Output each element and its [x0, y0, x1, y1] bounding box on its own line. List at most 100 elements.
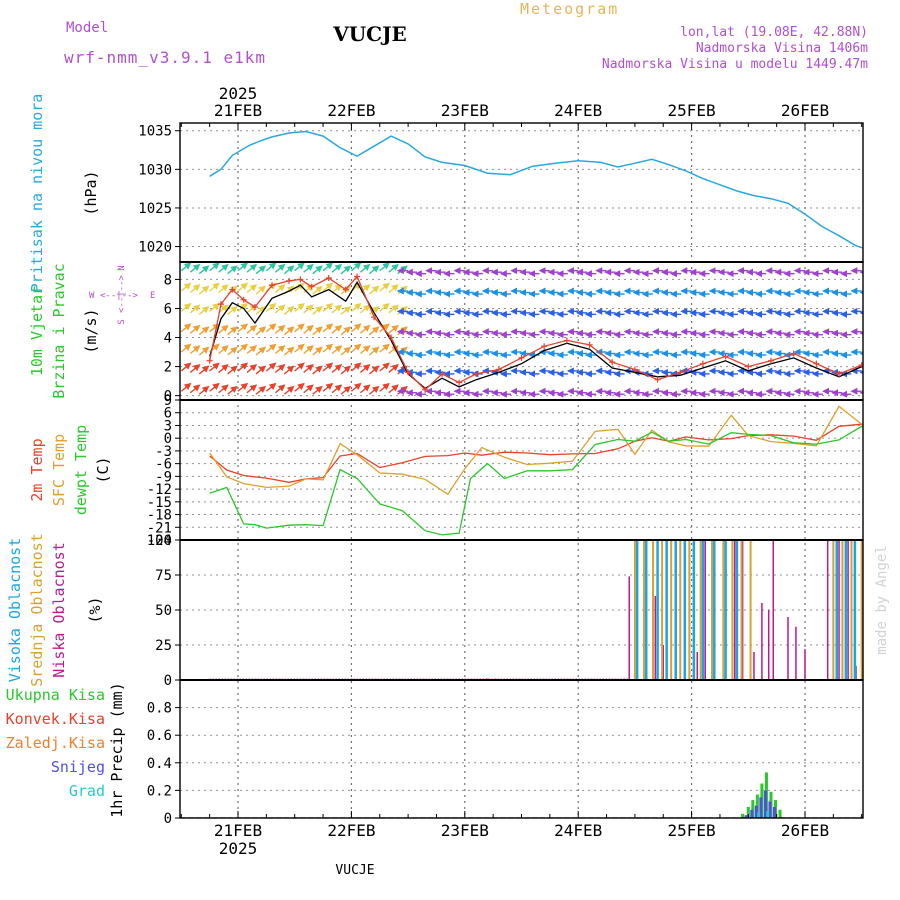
day-label-bottom: 23FEB [441, 821, 489, 840]
wind-direction-arrow [227, 385, 238, 395]
wind-direction-arrow [274, 384, 286, 394]
pressure-ytick-label: 1035 [138, 124, 172, 140]
wind-direction-arrow [189, 304, 201, 314]
cloud-high-bar [835, 540, 839, 680]
wind-direction-arrow [294, 323, 305, 333]
pressure-series-line [209, 130, 863, 249]
wind-direction-arrow [379, 262, 390, 272]
pressure-axis-title: Pritisak na nivou mora [28, 94, 46, 293]
wind-gust-marker [308, 283, 315, 290]
wind-gust-marker [354, 273, 361, 280]
year-label-top: 2025 [219, 84, 258, 103]
wind-direction-arrow [368, 285, 380, 295]
wind-direction-arrow [209, 282, 220, 292]
cloud-low-bar [704, 540, 706, 680]
lonlat-info: lon,lat (19.08E, 42.88N) [680, 25, 868, 40]
cloud-mid-bar [642, 540, 645, 680]
wind-direction-arrow [294, 343, 305, 353]
cloud-low-bar [838, 540, 840, 680]
wind-unit-label: (m/s) [82, 308, 100, 353]
wind-direction-arrow [237, 262, 249, 272]
temp-ytick-label: 9 [164, 393, 172, 409]
cloud-mid-bar [860, 540, 863, 680]
wind-direction-arrow [379, 382, 390, 392]
cloud-ytick-label: 0 [164, 673, 172, 689]
wind-direction-arrow [312, 365, 323, 375]
wind-ytick-label: 8 [164, 272, 172, 288]
wind-direction-arrow [359, 384, 371, 394]
wind-direction-arrow [198, 265, 210, 275]
wind-direction-arrow [397, 265, 408, 275]
cloud-mid-bar [711, 540, 714, 680]
cloud-high-bar [665, 540, 668, 680]
pressure-ytick-label: 1030 [138, 162, 172, 178]
pressure-unit-label: (hPa) [82, 170, 100, 215]
wind-direction-arrow [397, 285, 408, 295]
day-label-top: 26FEB [781, 101, 829, 120]
temp-axis-title-dewpt: dewpt Temp [72, 425, 90, 515]
precip-ytick-label: 0.8 [147, 701, 172, 717]
cloud-mid-bar [749, 540, 752, 680]
credit-watermark: made by Angel [874, 545, 890, 655]
wind-direction-arrow [227, 326, 238, 336]
wind-direction-arrow [237, 362, 249, 372]
wind-direction-arrow [227, 265, 238, 275]
temp-ytick-label: -24 [147, 533, 172, 549]
wind-gust-marker [745, 363, 752, 370]
wind-direction-arrow [274, 304, 286, 314]
wind-direction-arrow [283, 385, 295, 395]
wind-direction-arrow [237, 323, 249, 333]
wind-direction-arrow [255, 326, 267, 336]
day-label-bottom: 21FEB [214, 821, 262, 840]
wind-direction-arrow [283, 365, 295, 375]
cloud-mid-bar [661, 540, 664, 680]
wind-gust-marker [858, 362, 863, 369]
precip-ytick-label: 0.4 [147, 756, 172, 772]
cloud-unit-label: (%) [86, 596, 104, 623]
wind-direction-arrow [218, 284, 229, 294]
wind-gust-marker [495, 366, 502, 373]
wind-direction-arrow [340, 326, 352, 336]
wind-direction-arrow [283, 346, 295, 356]
cloud-high-bar [656, 540, 659, 680]
wind-direction-arrow [274, 284, 286, 294]
wind-direction-arrow [227, 305, 238, 315]
wind-gust-marker [563, 337, 570, 344]
wind-direction-arrow [209, 262, 220, 272]
wind-direction-arrow [189, 324, 201, 334]
wind-direction-arrow [388, 284, 399, 294]
snow-bar [744, 815, 748, 818]
wind-direction-arrow [198, 305, 210, 315]
wind-gust-marker [722, 353, 729, 360]
compass-e-label: E [150, 291, 155, 301]
wind-direction-arrow [246, 384, 258, 394]
temp-ytick-label: -9 [155, 469, 172, 485]
wind-direction-arrow [198, 346, 210, 356]
meteogram-title: Meteogram [520, 0, 620, 18]
wind-direction-arrow [237, 382, 249, 392]
temp-ytick-label: -15 [147, 495, 172, 511]
wind-direction-arrow [331, 345, 343, 355]
wind-direction-arrow [368, 365, 380, 375]
wind-direction-arrow [180, 343, 192, 353]
wind-direction-arrow [368, 305, 380, 315]
wind-gust-marker [699, 360, 706, 367]
wind-direction-arrow [265, 382, 277, 392]
wind-direction-arrow [246, 345, 258, 355]
cloud-low-bar [662, 645, 664, 680]
wind-speed-line [209, 281, 863, 390]
legend-grad: Grad [69, 782, 105, 800]
cloud-ytick-label: 75 [155, 568, 172, 584]
cloud-ytick-label: 100 [147, 533, 172, 549]
day-label-top: 22FEB [327, 101, 375, 120]
wind-gust-marker [388, 334, 395, 341]
cloud-low-bar [826, 540, 829, 680]
wind-direction-arrow [312, 385, 323, 395]
cloud-mid-bar [832, 540, 835, 680]
wind-gust-marker [654, 376, 661, 383]
cloud-low-bar [847, 540, 849, 680]
precip-ytick-label: 0.2 [147, 783, 172, 799]
wind-direction-arrow [246, 263, 258, 273]
wind-gust-marker [217, 301, 224, 308]
